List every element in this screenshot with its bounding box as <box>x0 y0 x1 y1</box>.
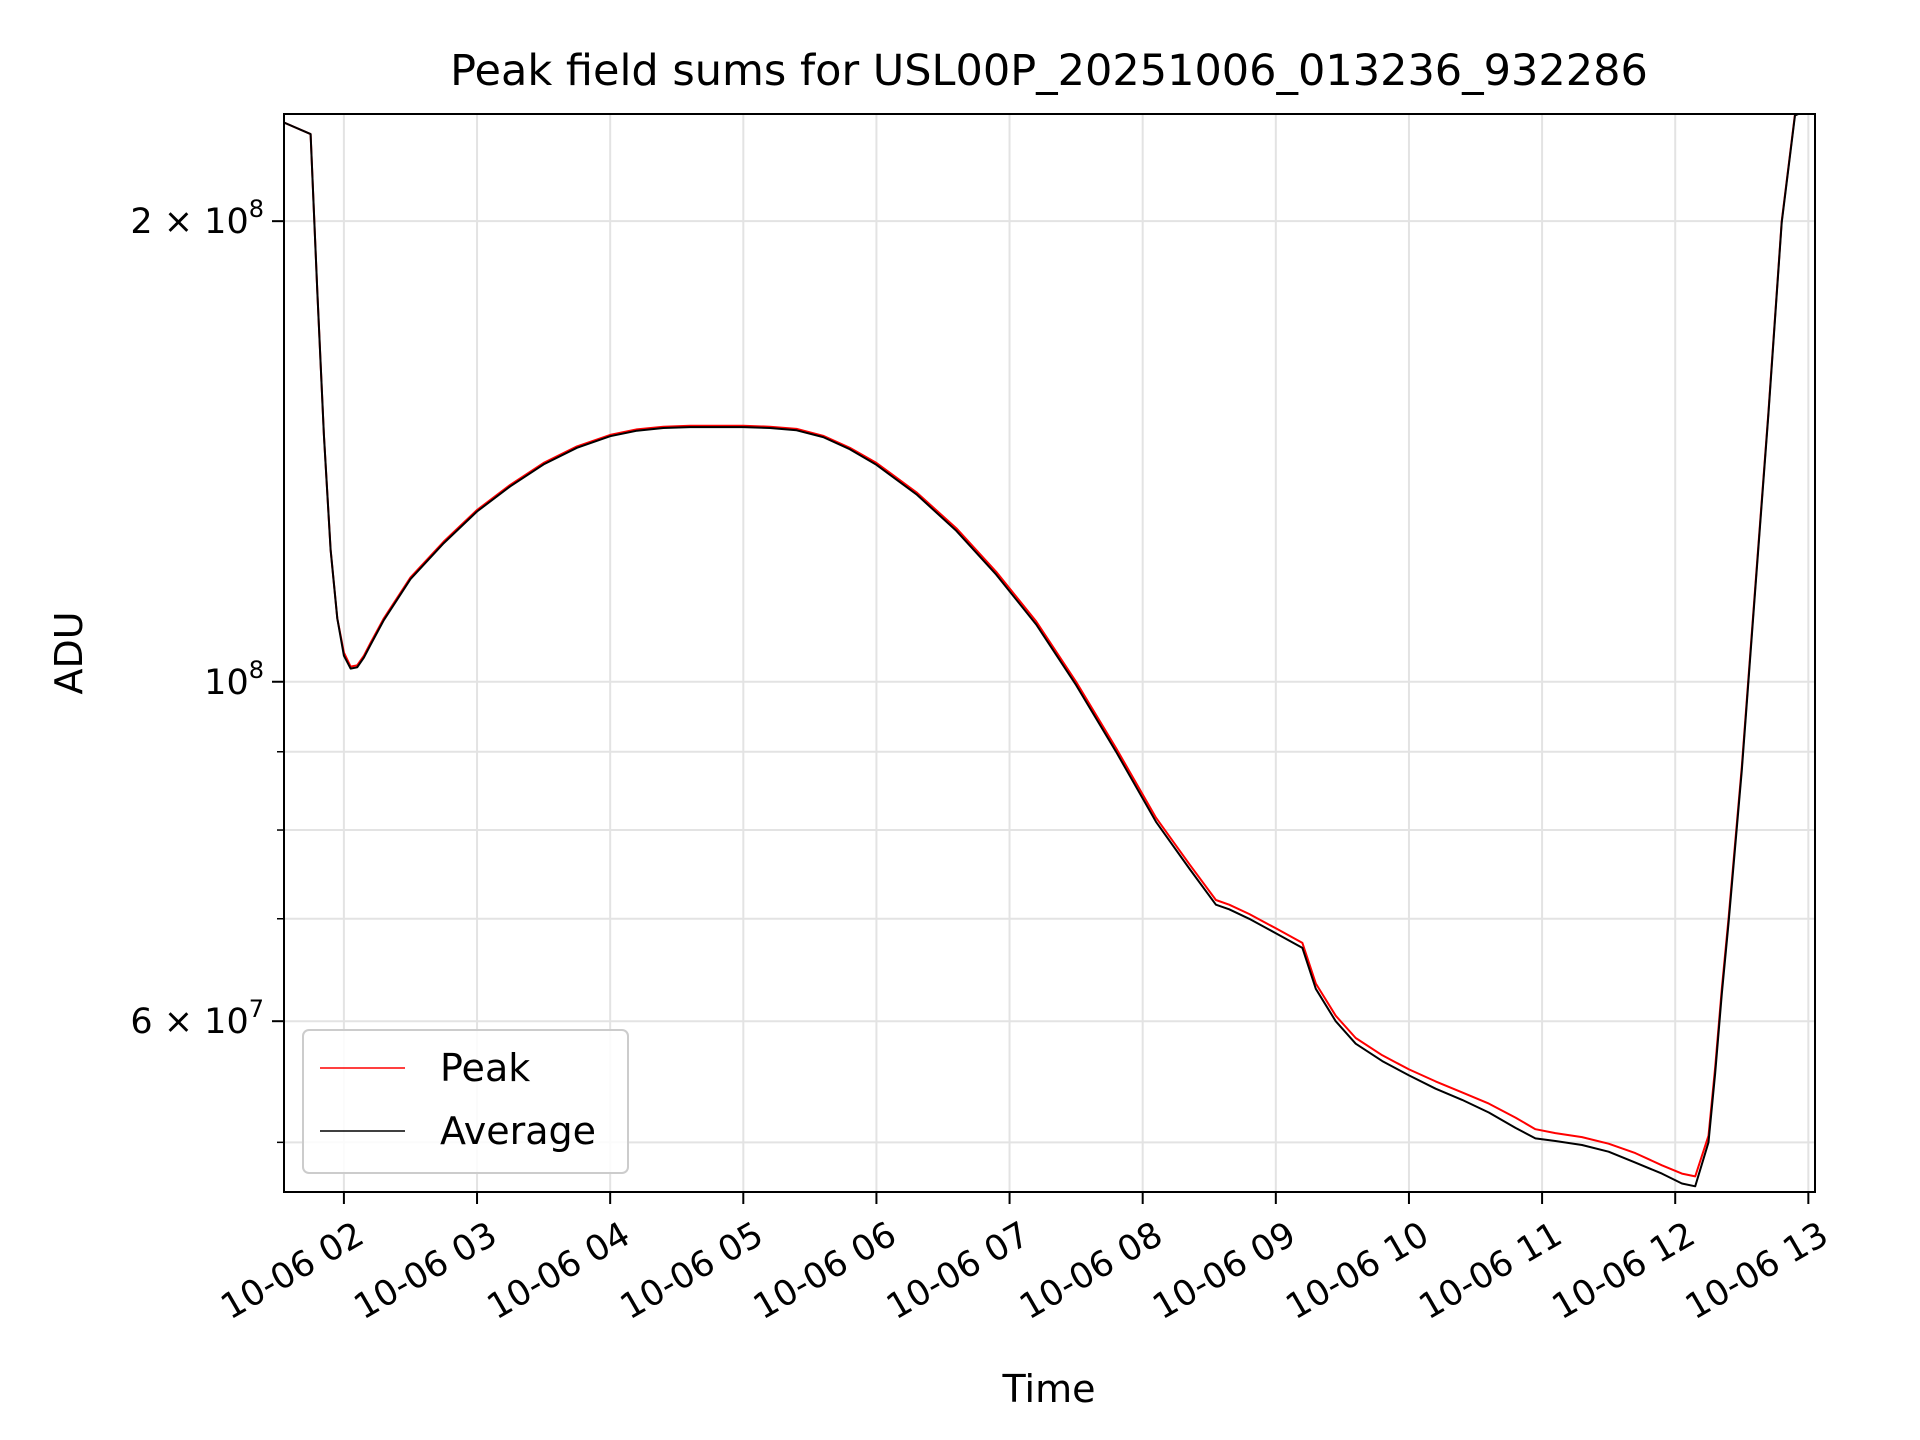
y-tick-label: 108 <box>204 656 264 703</box>
plot-frame <box>283 113 1816 1193</box>
y-tick-label-base: 6 × 10 <box>130 1002 248 1042</box>
y-tick-label-exponent: 7 <box>249 995 264 1023</box>
legend-average-label: Average <box>440 1109 596 1153</box>
y-tick-label-base: 10 <box>204 663 249 703</box>
chart-title: Peak field sums for USL00P_20251006_0132… <box>450 46 1648 96</box>
y-axis-label: ADU <box>47 611 91 694</box>
data-series <box>284 114 1801 1188</box>
x-axis-label: Time <box>1002 1367 1096 1411</box>
legend: Peak Average <box>302 1029 629 1174</box>
y-tick-label-base: 2 × 10 <box>130 202 248 242</box>
y-tick-label-exponent: 8 <box>249 195 264 223</box>
y-tick-label-exponent: 8 <box>249 656 264 684</box>
legend-frame <box>302 1029 629 1174</box>
y-tick-label: 6 × 107 <box>130 995 264 1042</box>
legend-peak-label: Peak <box>440 1046 530 1090</box>
y-tick-label: 2 × 108 <box>130 195 264 242</box>
plot-background <box>284 114 1815 1192</box>
series-average-line <box>284 114 1801 1188</box>
